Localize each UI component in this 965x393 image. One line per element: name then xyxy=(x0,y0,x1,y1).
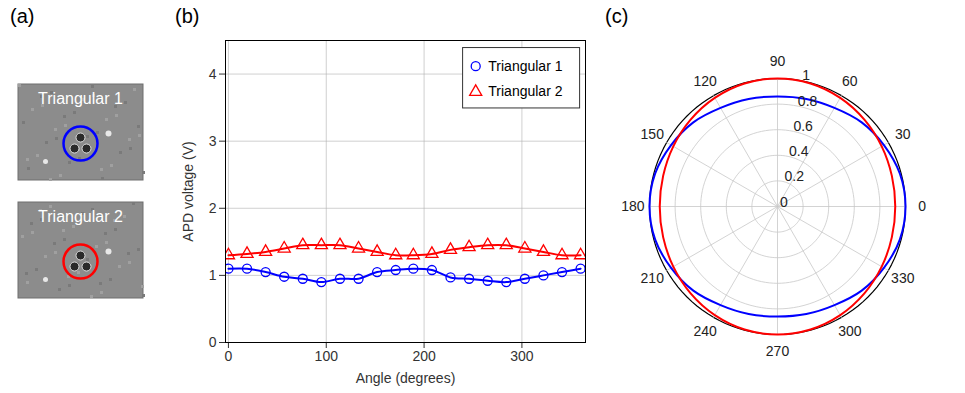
svg-text:Triangular 2: Triangular 2 xyxy=(38,208,123,225)
svg-text:0: 0 xyxy=(780,194,788,210)
svg-text:300: 300 xyxy=(510,348,534,364)
svg-text:200: 200 xyxy=(412,348,436,364)
svg-text:330: 330 xyxy=(891,270,915,286)
svg-text:1: 1 xyxy=(209,267,217,283)
html-text:(c): (c) xyxy=(605,5,629,27)
svg-text:APD voltage (V): APD voltage (V) xyxy=(180,141,196,241)
svg-text:0: 0 xyxy=(918,198,926,214)
svg-text:0.6: 0.6 xyxy=(793,118,813,134)
svg-text:Angle (degrees): Angle (degrees) xyxy=(356,370,456,386)
svg-text:60: 60 xyxy=(842,73,858,89)
svg-text:90: 90 xyxy=(770,53,786,69)
svg-text:270: 270 xyxy=(766,343,790,359)
svg-text:3: 3 xyxy=(209,133,217,149)
svg-text:Triangular 1: Triangular 1 xyxy=(488,58,562,74)
svg-text:180: 180 xyxy=(621,198,645,214)
svg-text:0: 0 xyxy=(225,348,233,364)
svg-text:1: 1 xyxy=(802,67,810,83)
svg-text:4: 4 xyxy=(209,66,217,82)
svg-text:Triangular 2: Triangular 2 xyxy=(488,83,562,99)
svg-text:0.4: 0.4 xyxy=(789,143,809,159)
svg-text:210: 210 xyxy=(641,270,665,286)
svg-text:30: 30 xyxy=(895,126,911,142)
html-text:(b): (b) xyxy=(175,5,200,27)
svg-text:0.8: 0.8 xyxy=(798,93,818,109)
svg-text:0.2: 0.2 xyxy=(785,168,805,184)
svg-text:300: 300 xyxy=(838,323,862,339)
svg-text:100: 100 xyxy=(315,348,339,364)
svg-text:Triangular 1: Triangular 1 xyxy=(38,90,123,107)
svg-text:0: 0 xyxy=(209,334,217,350)
svg-text:2: 2 xyxy=(209,200,217,216)
svg-text:150: 150 xyxy=(641,126,665,142)
svg-text:240: 240 xyxy=(694,323,718,339)
svg-text:120: 120 xyxy=(694,73,718,89)
html-text:(a): (a) xyxy=(10,5,35,27)
